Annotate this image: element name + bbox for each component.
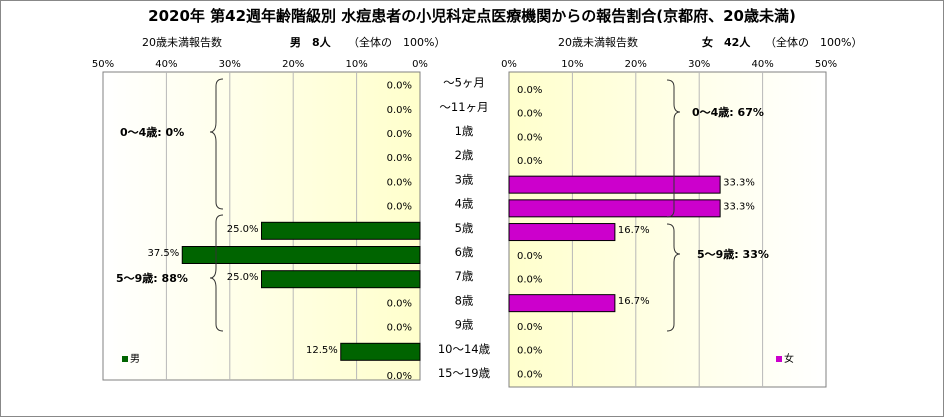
- left-value-label: 0.0%: [387, 129, 412, 140]
- left-value-label: 0.0%: [387, 323, 412, 334]
- right-x-tick-label: 40%: [751, 59, 773, 70]
- category-label: 6歳: [455, 245, 474, 259]
- left-legend-label: 男: [130, 353, 140, 365]
- left-value-label: 0.0%: [387, 105, 412, 116]
- right-value-label: 16.7%: [618, 225, 650, 236]
- right-legend-label: 女: [784, 352, 794, 365]
- left-value-label: 0.0%: [387, 298, 412, 309]
- category-label: ～5ヶ月: [443, 76, 485, 90]
- left-subtitle-report: 20歳未満報告数: [142, 36, 222, 49]
- right-value-labels: 0.0% 0.0% 0.0% 0.0% 33.3% 33.3% 16.7% 0.0% 0.0% 1…: [517, 85, 755, 380]
- right-subtitle-total: （全体の 100%）: [765, 35, 862, 49]
- left-subtitle-total: （全体の 100%）: [348, 35, 445, 49]
- right-x-tick-label: 30%: [688, 59, 710, 70]
- right-legend-swatch: [776, 356, 782, 362]
- left-x-axis-ticks: 50% 40% 30% 20% 10% 0%: [92, 59, 428, 70]
- category-label: 3歳: [455, 172, 474, 186]
- right-bar: [508, 294, 616, 313]
- left-value-labels: 0.0% 0.0% 0.0% 0.0% 0.0% 0.0% 25.0% 37.5% 25.0% 0…: [147, 81, 412, 382]
- left-value-label: 0.0%: [387, 371, 412, 382]
- category-label: 9歳: [455, 318, 474, 332]
- right-value-label: 0.0%: [517, 251, 542, 262]
- right-value-label: 0.0%: [517, 156, 542, 167]
- left-x-tick-label: 40%: [155, 59, 177, 70]
- left-value-label: 0.0%: [387, 81, 412, 92]
- left-value-label: 0.0%: [387, 153, 412, 164]
- category-label: 15～19歳: [438, 366, 491, 380]
- left-x-tick-label: 10%: [345, 59, 367, 70]
- category-label: 10～14歳: [438, 342, 491, 356]
- left-bar: [181, 246, 421, 264]
- right-value-label: 0.0%: [517, 322, 542, 333]
- category-label: 2歳: [455, 148, 474, 162]
- right-subtitle-report: 20歳未満報告数: [558, 36, 638, 49]
- left-group-label-0-4: 0～4歳: 0%: [120, 125, 184, 139]
- right-subtitle-sex: 女 42人: [702, 35, 751, 49]
- right-group-label-0-4: 0～4歳: 67%: [692, 105, 764, 119]
- right-value-label: 0.0%: [517, 274, 542, 285]
- right-x-axis-ticks: 0% 10% 20% 30% 40% 50%: [501, 59, 837, 70]
- left-value-label: 12.5%: [306, 345, 338, 356]
- category-label: 5歳: [455, 221, 474, 235]
- left-bar: [340, 342, 421, 361]
- right-bracket-0-4: [666, 79, 681, 218]
- category-labels: ～5ヶ月 ～11ヶ月 1歳 2歳 3歳 4歳 5歳 6歳 7歳 8歳 9歳 10～14歳 15～19歳: [438, 76, 491, 380]
- right-x-tick-label: 20%: [625, 59, 647, 70]
- left-bars: [181, 221, 421, 361]
- right-value-label: 0.0%: [517, 85, 542, 96]
- right-bracket-5-9: [666, 223, 681, 332]
- right-value-label: 33.3%: [723, 178, 755, 189]
- right-x-tick-label: 10%: [561, 59, 583, 70]
- left-x-tick-label: 20%: [282, 59, 304, 70]
- left-value-label: 0.0%: [387, 177, 412, 188]
- left-bar: [261, 221, 421, 240]
- right-bars: [508, 175, 721, 313]
- right-bar: [508, 199, 721, 218]
- right-x-tick-label: 50%: [815, 59, 837, 70]
- left-bracket-5-9: [209, 214, 224, 332]
- left-value-label: 25.0%: [227, 224, 259, 235]
- right-group-label-5-9: 5～9歳: 33%: [697, 247, 769, 261]
- right-x-tick-label: 0%: [501, 59, 517, 70]
- right-value-label: 0.0%: [517, 132, 542, 143]
- right-value-label: 0.0%: [517, 346, 542, 357]
- right-bar: [508, 175, 721, 194]
- left-value-label: 25.0%: [227, 272, 259, 283]
- left-group-label-5-9: 5～9歳: 88%: [116, 271, 188, 285]
- category-label: 4歳: [455, 197, 474, 211]
- category-label: 7歳: [455, 269, 474, 283]
- left-subtitle-sex: 男 8人: [290, 35, 332, 49]
- right-value-label: 0.0%: [517, 369, 542, 380]
- left-x-tick-label: 30%: [219, 59, 241, 70]
- left-x-tick-label: 50%: [92, 59, 114, 70]
- right-bar: [508, 223, 616, 242]
- category-label: ～11ヶ月: [439, 100, 488, 114]
- right-value-label: 16.7%: [618, 296, 650, 307]
- chart-title: 2020年 第42週年齢階級別 水痘患者の小児科定点医療機関からの報告割合(京都…: [148, 7, 796, 25]
- left-bracket-0-4: [209, 78, 224, 210]
- right-value-label: 33.3%: [723, 201, 755, 212]
- left-bar: [261, 270, 421, 289]
- right-value-label: 0.0%: [517, 109, 542, 120]
- category-label: 1歳: [455, 124, 474, 138]
- left-x-tick-label: 0%: [412, 59, 428, 70]
- left-value-label: 0.0%: [387, 202, 412, 213]
- left-value-label: 37.5%: [147, 248, 179, 259]
- category-label: 8歳: [455, 293, 474, 307]
- left-legend-swatch: [122, 356, 128, 362]
